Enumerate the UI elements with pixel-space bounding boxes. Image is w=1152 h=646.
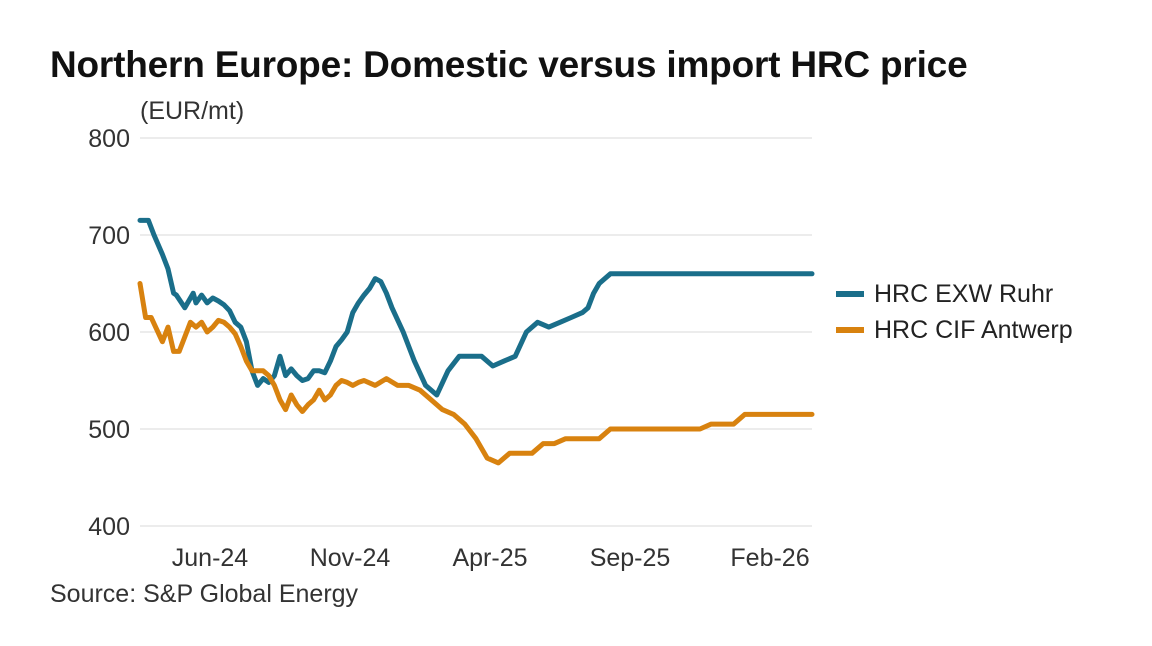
x-tick-label-nov-24: Nov-24 (310, 544, 391, 572)
source-note: Source: S&P Global Energy (50, 580, 359, 608)
y-tick-label-700: 700 (88, 222, 130, 250)
y-tick-label-400: 400 (88, 513, 130, 541)
x-tick-label-feb-26: Feb-26 (730, 544, 809, 572)
series-lines (137, 217, 815, 466)
x-axis-tick-labels: Jun-24 Nov-24 Apr-25 Sep-25 Feb-26 (172, 544, 810, 572)
legend-item-ruhr: HRC EXW Ruhr (836, 276, 1073, 312)
legend-label-ruhr: HRC EXW Ruhr (874, 279, 1054, 308)
legend: HRC EXW Ruhr HRC CIF Antwerp (836, 276, 1073, 348)
y-tick-label-500: 500 (88, 416, 130, 444)
legend-label-antwerp: HRC CIF Antwerp (874, 315, 1073, 344)
x-tick-label-jun-24: Jun-24 (172, 544, 249, 572)
x-tick-label-apr-25: Apr-25 (452, 544, 527, 572)
legend-swatch-antwerp (836, 327, 864, 333)
legend-swatch-ruhr (836, 291, 864, 297)
y-axis-unit-label: (EUR/mt) (140, 97, 245, 125)
series-line-ruhr (137, 217, 815, 398)
legend-item-antwerp: HRC CIF Antwerp (836, 312, 1073, 348)
x-tick-label-sep-25: Sep-25 (590, 544, 671, 572)
y-tick-label-800: 800 (88, 125, 130, 153)
series-line-antwerp (137, 281, 815, 466)
y-tick-label-600: 600 (88, 319, 130, 347)
chart-title: Northern Europe: Domestic versus import … (50, 44, 968, 85)
y-axis-tick-labels: 400 500 600 700 800 (88, 125, 130, 541)
